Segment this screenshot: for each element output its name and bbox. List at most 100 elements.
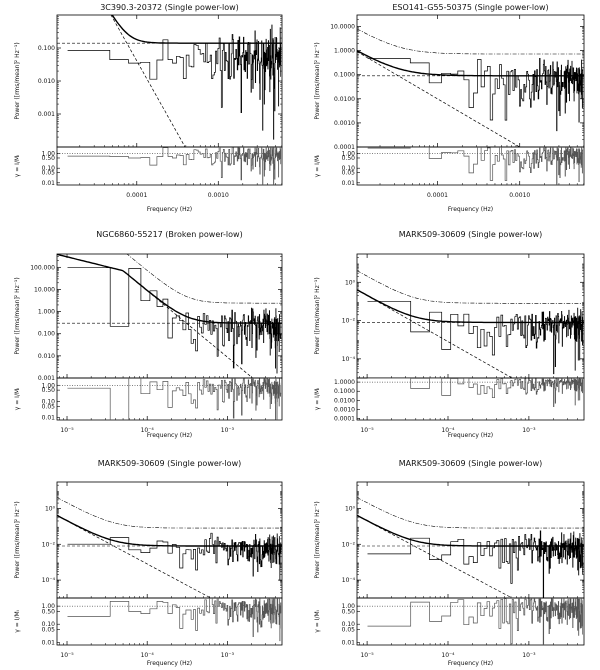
y-tick-label: 1.000: [38, 309, 55, 316]
model-fit-line: [111, 15, 282, 44]
ratio-axis-label: γ = I/Mᵢ: [314, 388, 321, 410]
upper-envelope-line: [357, 497, 584, 529]
ratio-tick-label: 0.0100: [334, 397, 355, 404]
upper-envelope-line: [357, 270, 584, 304]
y-axis-label: Power ([rms/mean]² Hz⁻¹): [14, 501, 21, 578]
y-axis-label: Power ([rms/mean]² Hz⁻¹): [314, 501, 321, 578]
psd-panel-6: MARK509-30609 (Single power-low) 10⁻⁴ 10⁻²…: [314, 459, 585, 667]
y-tick-label: 0.100: [38, 45, 55, 52]
y-tick-label: 10⁰: [345, 279, 356, 286]
psd-frame: [56, 14, 283, 148]
x-tick-label: 10⁻³: [522, 427, 536, 434]
panel-title: MARK509-30609 (Single power-low): [399, 459, 542, 468]
y-tick-label: 0.100: [38, 331, 55, 338]
x-axis-label: Frequency (Hz): [147, 660, 192, 667]
panel-title: MARK509-30609 (Single power-low): [98, 459, 241, 468]
x-tick-label: 0.0001: [126, 192, 147, 199]
ratio-tick-label: 0.1000: [334, 388, 355, 395]
x-tick-label: 0.0001: [427, 192, 448, 199]
ratio-series: [67, 378, 282, 420]
ratio-tick-label: 0.50: [342, 609, 356, 616]
y-axis-label: Power ([rms/mean]² Hz⁻¹): [14, 277, 21, 354]
y-tick-label: 10⁻⁴: [342, 577, 356, 584]
ratio-tick-label: 0.10: [42, 398, 56, 405]
psd-panel-5: MARK509-30609 (Single power-low) 10⁻⁴ 10⁻²…: [14, 459, 283, 667]
signal-component-line: [110, 15, 186, 147]
ratio-frame: [56, 597, 283, 646]
ratio-frame: [356, 146, 585, 186]
psd-panel-4: MARK509-30609 (Single power-low) 10⁻⁴ 10⁻²…: [314, 230, 585, 439]
ratio-tick-label: 1.00: [342, 603, 356, 610]
x-tick-label: 10⁻⁴: [441, 427, 455, 434]
y-tick-label: 0.0001: [334, 144, 355, 151]
upper-envelope-line: [57, 497, 282, 529]
y-tick-label: 0.010: [38, 78, 55, 85]
ratio-tick-label: 0.01: [42, 180, 56, 187]
y-axis-label: Power ([rms/mean]² Hz⁻¹): [14, 42, 21, 119]
ratio-tick-label: 0.50: [342, 155, 356, 162]
ratio-tick-label: 0.50: [42, 609, 56, 616]
x-tick-label: 10⁻³: [221, 427, 235, 434]
ratio-tick-label: 0.01: [342, 180, 356, 187]
y-tick-label: 0.010: [38, 353, 55, 360]
x-tick-label: 10⁻⁵: [360, 427, 374, 434]
ratio-tick-label: 0.05: [42, 403, 56, 410]
periodogram-series: [67, 267, 282, 374]
panel-title: MARK509-30609 (Single power-low): [399, 230, 542, 239]
ratio-tick-label: 0.50: [42, 387, 56, 394]
ratio-series: [367, 378, 584, 407]
x-tick-label: 10⁻⁵: [60, 427, 74, 434]
ratio-tick-label: 0.01: [342, 639, 356, 646]
y-tick-label: 10⁻²: [342, 541, 356, 548]
x-tick-label: 10⁻³: [522, 652, 536, 659]
model-fit-line: [57, 514, 282, 547]
y-axis-label: Power ([rms/mean]² Hz⁻¹): [314, 277, 321, 354]
ratio-frame: [356, 597, 585, 646]
model-fit-line: [357, 289, 584, 324]
x-tick-label: 10⁻⁴: [141, 427, 155, 434]
ratio-tick-label: 0.10: [42, 165, 56, 172]
ratio-series: [67, 147, 282, 185]
y-tick-label: 1.0000: [334, 48, 355, 55]
x-axis-label: Frequency (Hz): [448, 206, 493, 213]
model-fit-line: [57, 254, 282, 324]
psd-frame: [56, 481, 283, 599]
y-axis-label: Power ([rms/mean]² Hz⁻¹): [314, 42, 321, 119]
y-tick-label: 0.0010: [334, 120, 355, 127]
x-tick-label: 10⁻⁴: [441, 652, 455, 659]
periodogram-series: [67, 532, 282, 581]
signal-component-line: [57, 515, 212, 598]
periodogram-series: [367, 57, 584, 132]
ratio-axis-label: γ = I/Mᵢ: [14, 155, 21, 177]
periodogram-series: [67, 24, 282, 140]
y-tick-label: 0.001: [38, 375, 55, 382]
x-tick-label: 10⁻⁴: [141, 652, 155, 659]
ratio-tick-label: 1.00: [42, 603, 56, 610]
y-tick-label: 10⁻²: [42, 541, 56, 548]
upper-envelope-line: [357, 28, 584, 55]
ratio-series: [367, 147, 584, 185]
y-tick-label: 10⁰: [345, 505, 356, 512]
x-tick-label: 0.0010: [509, 192, 530, 199]
periodogram-series: [367, 300, 584, 375]
ratio-tick-label: 0.10: [342, 621, 356, 628]
model-fit-line: [357, 514, 584, 547]
ratio-tick-label: 0.0010: [334, 407, 355, 414]
x-axis-label: Frequency (Hz): [147, 206, 192, 213]
ratio-tick-label: 0.05: [42, 170, 56, 177]
psd-panel-2: ESO141-G55-50375 (Single power-low) 0.000…: [314, 3, 585, 213]
ratio-series: [367, 598, 584, 645]
ratio-axis-label: γ = I/Mᵢ: [314, 155, 321, 177]
x-axis-label: Frequency (Hz): [147, 432, 192, 439]
ratio-tick-label: 0.05: [342, 627, 356, 634]
model-fit-line: [357, 49, 584, 77]
ratio-tick-label: 1.00: [342, 151, 356, 158]
y-tick-label: 10.0000: [330, 23, 355, 30]
x-axis-label: Frequency (Hz): [448, 660, 493, 667]
ratio-tick-label: 1.00: [42, 151, 56, 158]
psd-frame: [356, 481, 585, 599]
ratio-tick-label: 1.00: [42, 382, 56, 389]
ratio-tick-label: 0.05: [342, 170, 356, 177]
